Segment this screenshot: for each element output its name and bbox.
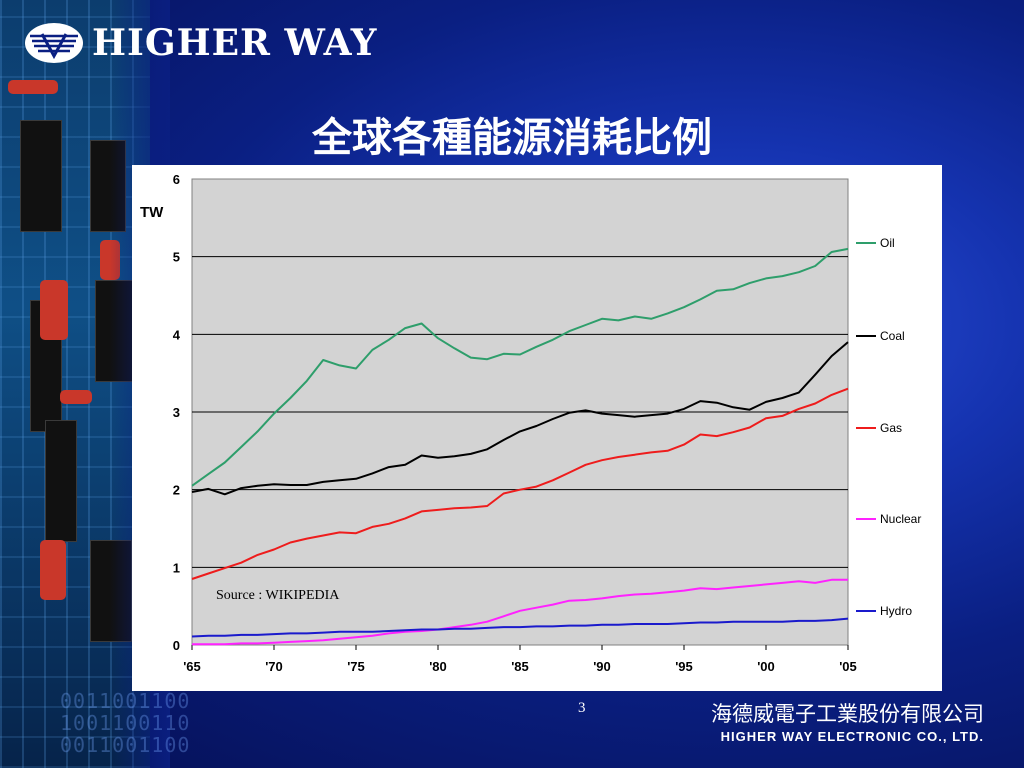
x-tick-label: '00	[757, 659, 775, 674]
chart-container: 0 1 2 3 4 5 6 TW '65 '70 '75 '80 '85 '90 '95 '00 '05 Oil C…	[132, 165, 942, 691]
energy-consumption-chart: 0 1 2 3 4 5 6 TW '65 '70 '75 '80 '85 '90 '95 '00 '05 Oil C…	[140, 172, 921, 674]
y-tick-label: 1	[173, 560, 180, 575]
y-tick-label: 0	[173, 638, 180, 653]
x-tick-label: '80	[429, 659, 447, 674]
slide-title: 全球各種能源消耗比例	[312, 114, 712, 161]
series-line-gas	[191, 387, 849, 580]
company-name-english: HIGHER WAY ELECTRONIC CO., LTD.	[720, 729, 984, 744]
higher-way-logo-icon	[25, 23, 83, 63]
chip-decoration	[45, 420, 77, 542]
company-name-chinese: 海德威電子工業股份有限公司	[711, 702, 984, 726]
y-tick-label: 6	[173, 172, 180, 187]
x-tick-label: '95	[675, 659, 693, 674]
series-line-hydro	[191, 617, 849, 638]
logo: HIGHER WAY	[24, 22, 377, 64]
x-tick-label: '90	[593, 659, 611, 674]
legend-label-hydro: Hydro	[880, 604, 912, 618]
legend-label-coal: Coal	[880, 329, 905, 343]
legend-label-oil: Oil	[880, 236, 895, 250]
series-line-coal	[191, 341, 849, 496]
resistor-decoration	[40, 280, 68, 340]
y-tick-label: 5	[173, 250, 180, 265]
brand-name: HIGHER WAY	[92, 22, 378, 64]
source-note: Source : WIKIPEDIA	[216, 588, 340, 603]
y-tick-label: 2	[173, 483, 180, 498]
series-line-oil	[191, 247, 849, 487]
binary-decoration: 0011001100 1001100110 0011001100	[60, 689, 191, 757]
legend-label-gas: Gas	[880, 421, 902, 435]
resistor-decoration	[8, 80, 58, 94]
series-line-nuclear	[192, 578, 848, 646]
x-tick-label: '70	[265, 659, 283, 674]
x-tick-label: '75	[347, 659, 365, 674]
y-tick-label: 4	[173, 327, 181, 342]
legend-label-nuclear: Nuclear	[880, 512, 921, 526]
x-tick-label: '65	[183, 659, 201, 674]
x-tick-label: '85	[511, 659, 529, 674]
y-tick-label: 3	[173, 405, 180, 420]
x-tick-label: '05	[839, 659, 857, 674]
chip-decoration	[20, 120, 62, 232]
resistor-decoration	[40, 540, 66, 600]
y-axis-label: TW	[140, 204, 164, 221]
page-number: 3	[578, 700, 586, 716]
resistor-decoration	[60, 390, 92, 404]
